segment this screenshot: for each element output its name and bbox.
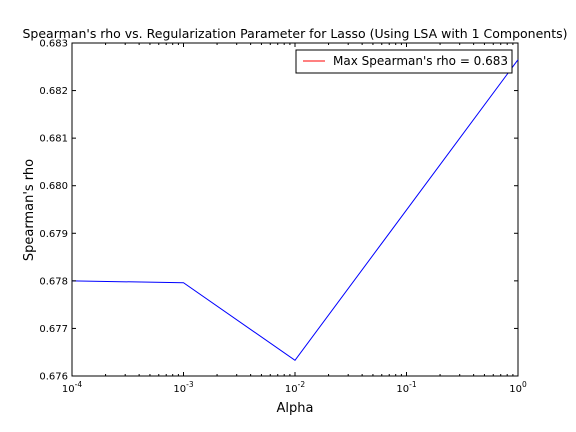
- y-tick-label: 0.679: [39, 229, 68, 240]
- y-tick-label: 0.676: [39, 372, 68, 383]
- y-tick-label: 0.678: [39, 276, 68, 287]
- y-tick-label: 0.680: [39, 181, 68, 192]
- x-tick-label: 10-2: [285, 380, 305, 395]
- x-tick-label: 10-3: [173, 380, 193, 395]
- chart-title: Spearman's rho vs. Regularization Parame…: [22, 26, 567, 41]
- plot-area: 0.676 0.677 0.678 0.679 0.680 0.681 0.682 0.683…: [39, 39, 527, 396]
- y-axis-title: Spearman's rho: [22, 159, 37, 261]
- x-tick-label: 10-4: [62, 380, 82, 395]
- legend: Max Spearman's rho = 0.683: [295, 49, 513, 74]
- x-tick-label: 10-1: [396, 380, 416, 395]
- y-tick-label: 0.682: [39, 86, 68, 97]
- y-tick-label: 0.677: [39, 324, 68, 335]
- y-tick-label: 0.683: [39, 39, 68, 50]
- y-tick-label: 0.681: [39, 134, 68, 145]
- legend-label: Max Spearman's rho = 0.683: [333, 54, 508, 68]
- series-line-0: [71, 59, 519, 361]
- x-axis-title: Alpha: [277, 401, 314, 416]
- x-tick-label: 100: [509, 380, 527, 395]
- plot-frame: [71, 42, 519, 377]
- legend-box: [295, 49, 513, 74]
